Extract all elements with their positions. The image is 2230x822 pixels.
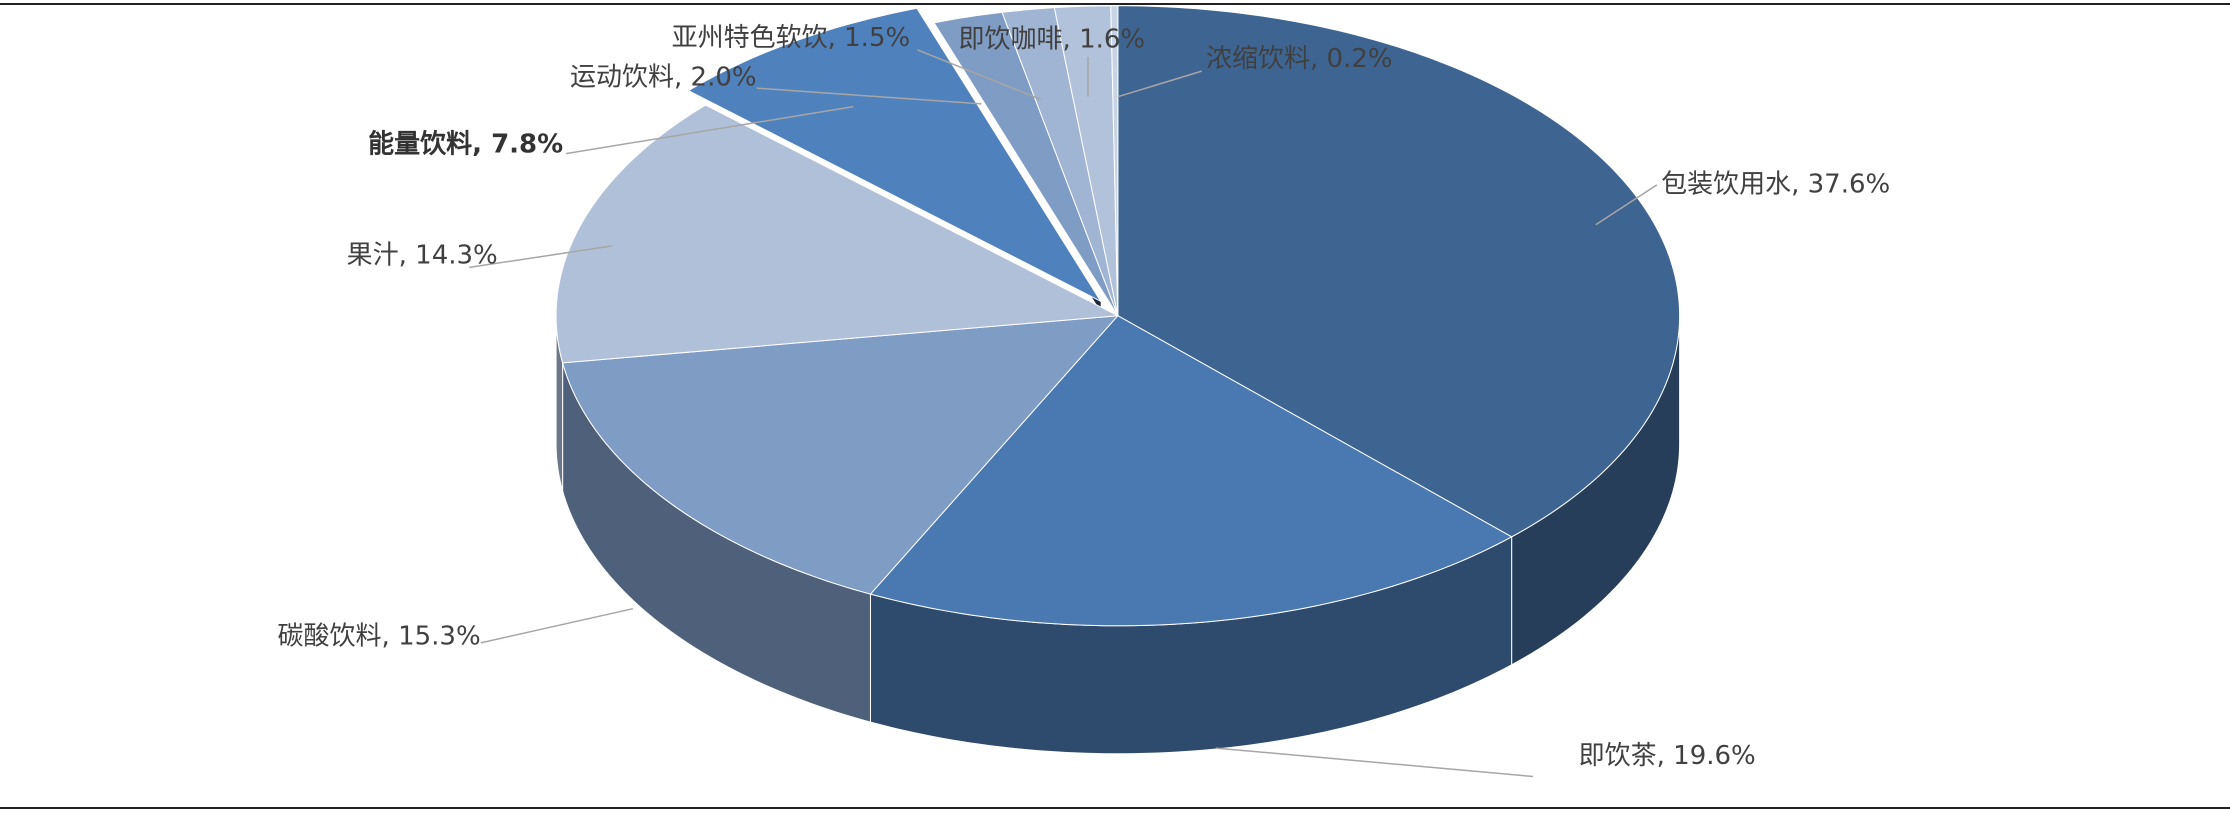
data-label: 运动饮料, 2.0% — [570, 63, 757, 93]
slice — [933, 11, 1119, 316]
slice — [869, 315, 1513, 627]
slice — [1110, 5, 1119, 316]
data-label: 亚州特色软饮, 1.5% — [672, 23, 911, 53]
slice — [687, 7, 1103, 303]
leader-line — [1117, 70, 1202, 98]
slice — [561, 315, 1120, 595]
leader-line — [565, 105, 854, 155]
data-label: 包装饮用水, 37.6% — [1661, 169, 1890, 199]
data-label: 碳酸饮料, 15.3% — [278, 622, 481, 652]
slice — [1001, 7, 1119, 316]
data-label: 能量饮料, 7.8% — [368, 129, 563, 160]
data-label: 果汁, 14.3% — [347, 240, 498, 270]
slice — [1117, 5, 1681, 538]
slice — [1053, 5, 1119, 316]
leader-line — [1215, 747, 1534, 778]
leader-line — [480, 607, 634, 644]
leader-line — [917, 49, 1042, 101]
leader-line — [469, 245, 612, 269]
data-label: 即饮咖啡, 1.6% — [959, 24, 1146, 54]
leader-line — [1595, 184, 1658, 226]
data-label: 浓缩饮料, 0.2% — [1206, 44, 1393, 74]
leader-line — [756, 87, 982, 105]
data-label: 即饮茶, 19.6% — [1579, 741, 1756, 771]
